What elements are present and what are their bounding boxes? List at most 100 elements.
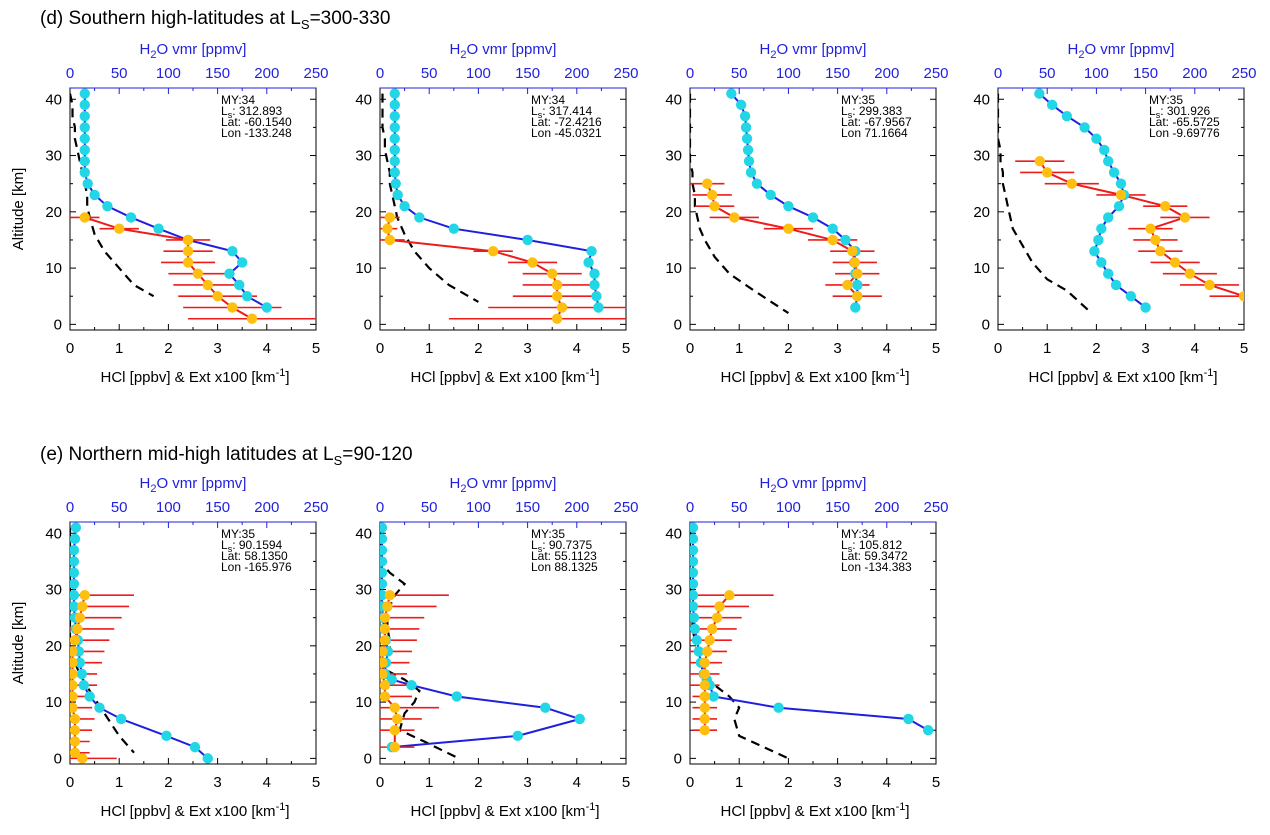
info-my: MY:34	[221, 93, 255, 107]
hcl-point	[380, 680, 391, 691]
h2o-point	[691, 634, 703, 646]
h2o-point	[690, 578, 699, 590]
top-tick-label: 0	[66, 65, 74, 82]
y-tick-label: 30	[45, 582, 62, 599]
hcl-point	[699, 702, 710, 713]
h2o-point	[78, 680, 89, 691]
bottom-axis-label: HCl [ppbv] & Ext x100 [km-1]	[1028, 367, 1217, 386]
h2o-point	[1103, 268, 1114, 279]
h2o-point	[125, 212, 137, 223]
y-tick-label: 10	[355, 260, 372, 277]
h2o-point	[1091, 133, 1102, 144]
y-tick-label: 10	[45, 260, 62, 277]
x-tick-label: 3	[1141, 340, 1149, 357]
info-my: MY:35	[531, 527, 565, 541]
info-ls: Ls: 301.926	[1149, 104, 1211, 120]
top-tick-label: 200	[254, 65, 279, 82]
hcl-line	[84, 216, 253, 320]
x-tick-label: 4	[263, 340, 271, 357]
hcl-point	[77, 753, 88, 764]
h2o-point	[392, 189, 403, 201]
h2o-point	[389, 88, 400, 99]
hcl-point	[380, 657, 388, 668]
top-tick-label: 200	[254, 499, 279, 516]
h2o-point	[1061, 110, 1073, 122]
hcl-point	[70, 634, 81, 646]
x-tick-label: 2	[474, 340, 482, 357]
top-tick-label: 250	[613, 65, 638, 82]
h2o-point	[70, 533, 81, 545]
h2o-point	[70, 578, 80, 590]
x-tick-label: 1	[115, 774, 123, 791]
data-layer	[380, 88, 626, 324]
h2o-point	[1096, 223, 1107, 234]
hcl-point	[556, 302, 568, 313]
h2o-point	[84, 691, 95, 702]
h2o-point	[693, 646, 705, 657]
top-tick-label: 50	[421, 65, 438, 82]
x-tick-label: 1	[1043, 340, 1051, 357]
x-tick-label: 4	[1191, 340, 1199, 357]
y-tick-label: 30	[45, 148, 62, 165]
top-tick-label: 100	[466, 65, 491, 82]
top-tick-label: 50	[111, 499, 128, 516]
hcl-point	[182, 234, 194, 246]
h2o-point	[840, 234, 851, 246]
top-tick-label: 150	[205, 65, 230, 82]
hcl-point	[70, 713, 81, 725]
hcl-point	[70, 691, 78, 702]
h2o-point	[591, 291, 602, 302]
hcl-point	[246, 313, 258, 324]
data-layer	[380, 522, 585, 760]
extinction-line	[998, 93, 1093, 314]
bottom-axis-label: HCl [ppbv] & Ext x100 [km-1]	[410, 801, 599, 820]
y-tick-label: 0	[982, 316, 990, 333]
x-tick-label: 0	[66, 774, 74, 791]
row-e-title: (e) Northern mid-high latitudes at LS=90…	[40, 444, 413, 468]
x-tick-label: 3	[213, 774, 221, 791]
h2o-point	[1113, 200, 1125, 212]
h2o-point	[234, 279, 245, 291]
hcl-point	[70, 668, 78, 680]
h2o-point	[922, 725, 934, 736]
h2o-point	[79, 167, 90, 178]
h2o-point	[1099, 144, 1110, 156]
h2o-point	[389, 155, 400, 167]
h2o-point	[583, 257, 594, 268]
hcl-point	[1204, 279, 1215, 291]
hcl-point	[182, 257, 194, 268]
y-tick-label: 20	[355, 638, 372, 655]
top-tick-label: 150	[1133, 65, 1158, 82]
h2o-point	[1079, 122, 1090, 133]
h2o-point	[79, 110, 90, 122]
h2o-point	[589, 279, 600, 291]
h2o-point	[1103, 155, 1114, 167]
data-layer	[70, 88, 316, 324]
info-lon: Lon -133.248	[221, 126, 292, 140]
bottom-axis-label: HCl [ppbv] & Ext x100 [km-1]	[100, 801, 289, 820]
hcl-point	[384, 212, 396, 223]
h2o-point	[740, 122, 752, 133]
hcl-point	[1155, 246, 1166, 257]
top-tick-label: 100	[1084, 65, 1109, 82]
y-tick-label: 10	[665, 260, 682, 277]
h2o-point	[903, 713, 914, 725]
info-my: MY:34	[841, 527, 875, 541]
hcl-point	[783, 223, 794, 234]
h2o-line	[72, 527, 209, 760]
x-tick-label: 2	[164, 340, 172, 357]
top-tick-label: 100	[776, 65, 801, 82]
top-tick-label: 250	[923, 499, 948, 516]
info-my: MY:35	[221, 527, 255, 541]
hcl-point	[706, 189, 718, 201]
x-tick-label: 0	[376, 340, 384, 357]
hcl-point	[77, 601, 88, 612]
h2o-point	[1110, 279, 1122, 291]
top-tick-label: 100	[776, 499, 801, 516]
top-tick-label: 50	[1039, 65, 1056, 82]
h2o-point	[76, 668, 88, 680]
